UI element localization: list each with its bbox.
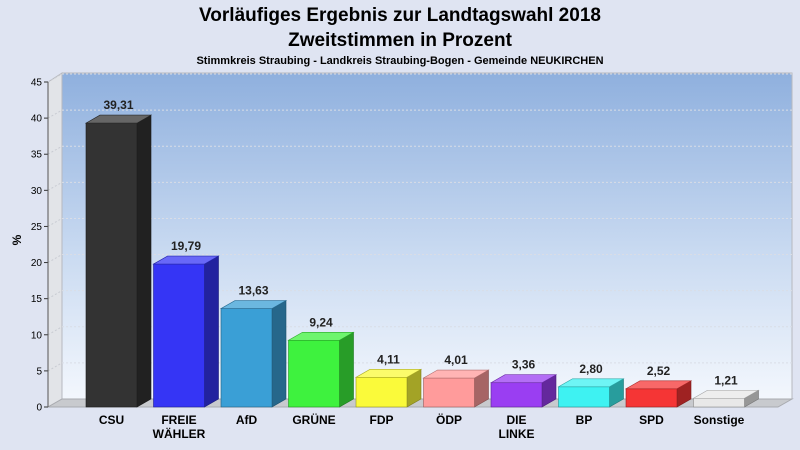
bar-top xyxy=(557,378,625,388)
category-label: CSU xyxy=(99,413,124,427)
value-label: 9,24 xyxy=(309,315,333,329)
y-tick-label: 45 xyxy=(31,78,43,89)
bar xyxy=(354,368,423,408)
chart-subtitle: Stimmkreis Straubing - Landkreis Straubi… xyxy=(196,55,603,67)
gridline-side xyxy=(47,362,63,372)
bar-side xyxy=(204,255,219,408)
gridline-side xyxy=(47,254,63,263)
bar xyxy=(219,300,288,408)
bar xyxy=(624,380,693,408)
gridline-side xyxy=(47,290,63,300)
bar-front xyxy=(153,263,205,408)
gridline-side xyxy=(47,181,63,191)
chart-title-line1: Vorläufiges Ergebnis zur Landtagswahl 20… xyxy=(199,5,601,26)
bar-top xyxy=(287,331,355,341)
bars xyxy=(84,114,760,408)
bar-top xyxy=(489,374,558,384)
category-label: DIE LINKE xyxy=(499,413,535,441)
bar-front xyxy=(625,388,678,408)
bar xyxy=(692,389,760,408)
bar xyxy=(84,114,153,408)
bar-top xyxy=(84,114,153,124)
bar-side xyxy=(339,331,354,408)
category-label: FDP xyxy=(370,413,394,427)
plot-side-wall xyxy=(47,72,63,408)
bar-front xyxy=(558,386,610,408)
gridline-side xyxy=(47,145,63,155)
bar xyxy=(287,331,355,408)
value-label: 2,52 xyxy=(647,364,671,378)
y-tick-label: 30 xyxy=(31,186,43,197)
bar-front xyxy=(85,122,138,408)
bar-top xyxy=(219,300,288,309)
y-tick-label: 25 xyxy=(31,222,43,233)
category-labels: CSU FREIE WÄHLER AfD GRÜNE FDP ÖDP DIE LINKE BP SP… xyxy=(99,412,745,441)
category-label: GRÜNE xyxy=(292,412,335,427)
bar-side xyxy=(136,114,152,408)
bar-top xyxy=(354,369,423,378)
gridline-side xyxy=(47,109,63,119)
y-tick-label: 5 xyxy=(36,366,42,377)
y-tick-label: 0 xyxy=(36,403,42,414)
gridline-side xyxy=(47,73,63,83)
bar xyxy=(152,255,220,408)
category-label: SPD xyxy=(639,413,664,427)
value-labels: 39,31 19,79 13,63 9,24 4,11 4,01 3,36 2,80 2,52 1… xyxy=(103,98,738,387)
y-axis: 0 5 10 15 20 25 30 35 40 45 xyxy=(31,78,49,414)
y-axis-label: % xyxy=(10,234,24,245)
bar xyxy=(557,378,625,408)
bar xyxy=(422,369,490,408)
bar-top xyxy=(422,369,490,379)
bar-top xyxy=(152,255,220,265)
y-tick-label: 35 xyxy=(31,150,43,161)
value-label: 3,36 xyxy=(512,358,536,372)
value-label: 19,79 xyxy=(171,239,201,253)
y-tick-label: 40 xyxy=(31,114,43,125)
bar-side xyxy=(271,300,287,408)
value-label: 13,63 xyxy=(238,284,268,298)
bar-front xyxy=(423,377,475,408)
bar-front xyxy=(355,377,408,408)
category-label: Sonstige xyxy=(694,413,745,427)
bar-front xyxy=(693,397,745,408)
value-label: 4,01 xyxy=(444,353,468,367)
bar xyxy=(489,374,558,408)
y-tick-label: 20 xyxy=(31,258,43,269)
bar-front xyxy=(288,339,340,408)
value-label: 2,80 xyxy=(579,362,603,376)
y-tick-label: 10 xyxy=(31,330,43,341)
bar-front xyxy=(490,382,543,408)
value-label: 4,11 xyxy=(377,352,400,366)
bar-front xyxy=(220,308,273,408)
value-label: 39,31 xyxy=(103,98,133,112)
bar-top xyxy=(692,389,760,399)
gridline-side xyxy=(47,218,63,227)
category-label: BP xyxy=(576,413,593,427)
y-tick-label: 15 xyxy=(31,294,43,305)
chart-title-line2: Zweitstimmen in Prozent xyxy=(288,30,512,51)
category-label: AfD xyxy=(236,413,258,427)
value-label: 1,21 xyxy=(714,373,738,387)
category-label: ÖDP xyxy=(436,412,462,427)
category-label: FREIE WÄHLER xyxy=(153,413,206,441)
gridline-side xyxy=(47,326,63,336)
bar-top xyxy=(624,380,693,390)
